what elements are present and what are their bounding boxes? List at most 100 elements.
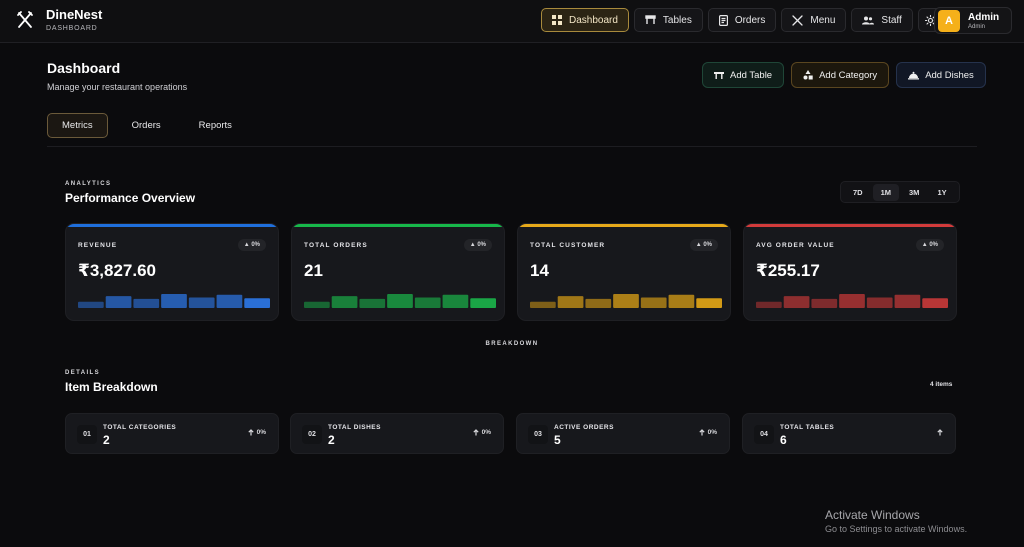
nav-staff-button[interactable]: Staff — [851, 8, 913, 32]
add-dishes-label: Add Dishes — [925, 69, 974, 81]
metric-label: AVG ORDER VALUE — [756, 242, 835, 249]
item-index: 04 — [754, 425, 774, 444]
item-delta: 0% — [698, 429, 717, 436]
range-3m-button[interactable]: 3M — [909, 187, 920, 197]
item-breakdown-title: Item Breakdown — [65, 380, 158, 394]
nav-label: Tables — [662, 14, 692, 26]
spark-bar — [216, 294, 243, 308]
metric-card-revenue[interactable]: REVENUE ▲ 0% ₹3,827.60 — [65, 223, 279, 321]
metric-card-avg-order-value[interactable]: AVG ORDER VALUE ▲ 0% ₹255.17 — [743, 223, 957, 321]
item-value: 5 — [554, 433, 561, 447]
nav-tables-button[interactable]: Tables — [633, 8, 703, 32]
item-value: 6 — [780, 433, 787, 447]
spark-bar — [866, 297, 893, 308]
metric-sparkbars — [530, 294, 722, 308]
spark-bar — [585, 298, 612, 308]
fork-knife-icon — [14, 9, 36, 31]
top-navigation-bar: DineNest DASHBOARD Dashboard Tables Orde… — [0, 0, 1024, 43]
spark-bar — [387, 294, 413, 308]
main-nav: Dashboard Tables Orders Menu Staff — [541, 8, 944, 32]
item-label: TOTAL TABLES — [780, 424, 835, 431]
nav-orders-button[interactable]: Orders — [707, 8, 777, 32]
metric-change-badge: ▲ 0% — [689, 239, 718, 251]
metric-sparkbars — [78, 294, 270, 308]
metric-sparkbars — [756, 294, 948, 308]
metric-change-badge: ▲ 0% — [237, 239, 266, 251]
watermark-subtitle: Go to Settings to activate Windows. — [825, 524, 968, 534]
metric-value: 14 — [530, 261, 549, 280]
metric-value: ₹255.17 — [756, 261, 820, 280]
metric-label: TOTAL ORDERS — [304, 242, 368, 249]
nav-dashboard-button[interactable]: Dashboard — [541, 8, 629, 32]
nav-menu-button[interactable]: Menu — [781, 8, 847, 32]
add-table-label: Add Table — [730, 69, 773, 81]
metric-value: 21 — [304, 261, 323, 280]
arrow-up-icon — [937, 429, 943, 436]
spark-bar — [161, 294, 187, 308]
page-subtitle: Manage your restaurant operations — [47, 82, 188, 92]
avatar: A — [938, 9, 960, 32]
item-card-total-categories[interactable]: 01 TOTAL CATEGORIES 2 0% — [65, 413, 279, 454]
spark-bar — [783, 296, 810, 308]
spark-bar — [640, 297, 667, 308]
user-role: Admin — [968, 23, 986, 30]
spark-bar — [557, 296, 584, 308]
spark-bar — [244, 298, 270, 308]
card-accent-line — [66, 224, 278, 227]
item-delta: 0% — [247, 429, 266, 436]
spark-bar — [414, 297, 441, 308]
spark-bar — [78, 301, 104, 308]
add-category-label: Add Category — [819, 69, 878, 81]
page-title: Dashboard — [47, 60, 121, 76]
metric-label: TOTAL CUSTOMER — [530, 242, 606, 249]
tab-reports[interactable]: Reports — [198, 120, 232, 131]
spark-bar — [756, 301, 782, 308]
item-index: 03 — [528, 425, 548, 444]
details-eyebrow: DETAILS — [65, 370, 101, 376]
item-card-total-tables[interactable]: 04 TOTAL TABLES 6 — [742, 413, 956, 454]
users-icon — [862, 16, 875, 25]
spark-bar — [839, 294, 865, 308]
user-name: Admin — [968, 11, 1000, 23]
nav-label: Menu — [810, 14, 836, 26]
spark-bar — [811, 298, 838, 308]
range-1y-button[interactable]: 1Y — [937, 187, 947, 197]
spark-bar — [696, 298, 722, 308]
item-label: ACTIVE ORDERS — [554, 424, 614, 431]
shapes-icon — [803, 70, 813, 80]
item-value: 2 — [328, 433, 335, 447]
metric-card-total-customer[interactable]: TOTAL CUSTOMER ▲ 0% 14 — [517, 223, 731, 321]
item-value: 2 — [103, 433, 110, 447]
range-7d-button[interactable]: 7D — [853, 187, 863, 197]
metric-card-total-orders[interactable]: TOTAL ORDERS ▲ 0% 21 — [291, 223, 505, 321]
item-card-total-dishes[interactable]: 02 TOTAL DISHES 2 0% — [290, 413, 504, 454]
view-tabs: Metrics Orders Reports — [47, 113, 256, 138]
spark-bar — [304, 301, 330, 308]
brand-name: DineNest — [46, 7, 103, 22]
quick-actions: Add Table Add Category Add Dishes — [702, 62, 986, 88]
item-delta: 0% — [472, 429, 491, 436]
spark-bar — [359, 298, 386, 308]
tab-orders[interactable]: Orders — [131, 120, 161, 131]
table-icon — [645, 15, 656, 25]
metric-change-badge: ▲ 0% — [463, 239, 492, 251]
table-icon — [714, 71, 724, 80]
cloche-icon — [908, 71, 920, 80]
add-category-button[interactable]: Add Category — [791, 62, 890, 88]
item-delta-value: 0% — [481, 429, 491, 436]
range-1m-button[interactable]: 1M — [872, 183, 900, 201]
item-delta — [937, 429, 943, 436]
nav-label: Orders — [734, 14, 766, 26]
brand[interactable]: DineNest DASHBOARD — [14, 8, 102, 32]
tab-metrics[interactable]: Metrics — [47, 113, 108, 138]
item-card-active-orders[interactable]: 03 ACTIVE ORDERS 5 0% — [516, 413, 730, 454]
add-table-button[interactable]: Add Table — [702, 62, 785, 88]
card-accent-line — [518, 224, 730, 227]
item-delta-value: 0% — [256, 429, 266, 436]
add-dishes-button[interactable]: Add Dishes — [896, 62, 986, 88]
user-menu[interactable]: A Admin Admin — [934, 7, 1012, 34]
spark-bar — [331, 296, 358, 308]
nav-label: Dashboard — [569, 14, 618, 26]
card-accent-line — [292, 224, 504, 227]
spark-bar — [613, 294, 639, 308]
